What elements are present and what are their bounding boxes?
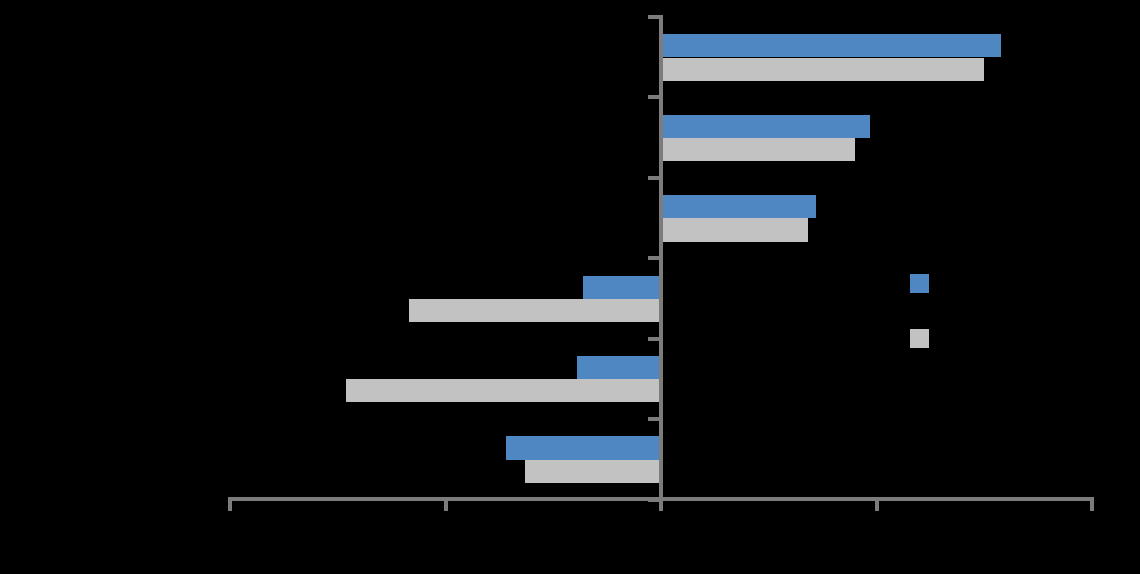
bar-series1-cat2 bbox=[661, 114, 871, 138]
bar-series2-cat1 bbox=[661, 57, 985, 81]
x-axis-tick-4 bbox=[874, 501, 879, 511]
y-axis-tick-3 bbox=[648, 175, 659, 180]
x-axis-line bbox=[228, 497, 1094, 501]
x-axis-tick-2 bbox=[443, 501, 448, 511]
x-axis-tick-3 bbox=[659, 501, 663, 511]
legend-item-2 bbox=[910, 329, 937, 348]
bar-series2-cat2 bbox=[661, 137, 855, 162]
legend-swatch-series2 bbox=[910, 329, 929, 348]
y-axis-tick-6 bbox=[648, 417, 659, 422]
y-axis-tick-1 bbox=[648, 15, 659, 19]
bar-series1-cat6 bbox=[505, 436, 661, 460]
legend-item-1 bbox=[910, 274, 937, 293]
x-axis-tick-5 bbox=[1090, 501, 1094, 511]
y-axis-tick-2 bbox=[648, 95, 659, 100]
bar-series2-cat6 bbox=[525, 459, 661, 483]
bar-series2-cat4 bbox=[408, 298, 661, 322]
bar-series1-cat5 bbox=[576, 355, 661, 380]
y-axis-line bbox=[659, 15, 663, 511]
x-axis-tick-1 bbox=[228, 501, 232, 511]
bar-series1-cat4 bbox=[583, 275, 661, 299]
legend-swatch-series1 bbox=[910, 274, 929, 293]
bar-series1-cat1 bbox=[661, 34, 1002, 58]
y-axis-tick-4 bbox=[648, 256, 659, 261]
bar-series2-cat5 bbox=[346, 379, 661, 403]
y-axis-tick-5 bbox=[648, 336, 659, 341]
bar-series1-cat3 bbox=[661, 195, 817, 219]
bar-series2-cat3 bbox=[661, 218, 808, 242]
